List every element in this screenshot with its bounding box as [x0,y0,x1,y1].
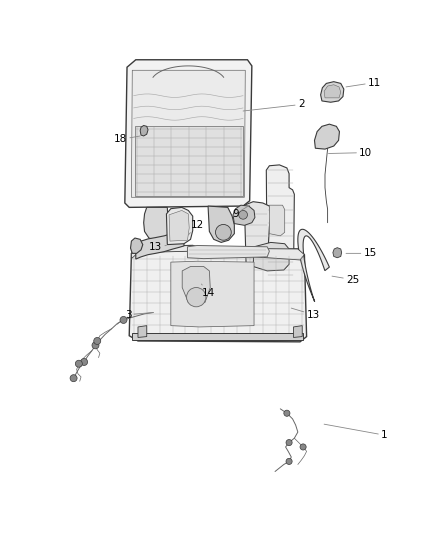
Polygon shape [333,248,342,258]
Circle shape [215,224,231,240]
Polygon shape [138,326,147,337]
Circle shape [81,359,88,366]
Polygon shape [140,125,148,136]
Text: 13: 13 [149,242,166,252]
Polygon shape [266,165,294,283]
Polygon shape [314,124,339,149]
Polygon shape [321,82,344,102]
Polygon shape [171,261,254,327]
Text: 1: 1 [324,424,388,440]
Polygon shape [182,266,210,302]
Text: 18: 18 [114,134,140,144]
Text: 25: 25 [332,274,359,285]
Polygon shape [131,246,304,260]
Text: 12: 12 [188,220,204,235]
Circle shape [75,360,82,367]
Polygon shape [244,201,271,266]
Circle shape [239,211,247,219]
Text: 15: 15 [346,248,377,259]
Polygon shape [166,207,193,245]
Text: 10: 10 [328,148,372,158]
Polygon shape [136,230,184,259]
Text: 14: 14 [201,284,215,298]
Text: 9: 9 [232,205,250,219]
Circle shape [187,287,206,307]
Polygon shape [169,211,189,241]
Polygon shape [293,326,302,337]
Text: 3: 3 [125,310,153,320]
Circle shape [286,440,292,446]
Polygon shape [233,205,255,225]
Polygon shape [269,205,285,236]
Polygon shape [324,85,341,98]
Circle shape [92,342,99,349]
Polygon shape [132,333,303,340]
Circle shape [300,444,306,450]
Polygon shape [125,60,252,207]
Text: 2: 2 [243,100,304,111]
Circle shape [286,458,292,464]
Polygon shape [135,126,243,197]
Circle shape [284,410,290,416]
Polygon shape [144,207,169,241]
Polygon shape [187,246,269,259]
Polygon shape [208,206,234,243]
Circle shape [70,375,77,382]
Polygon shape [298,229,329,302]
Circle shape [120,317,127,324]
Text: 11: 11 [346,77,381,87]
Text: 13: 13 [291,308,320,320]
Polygon shape [131,70,245,197]
Polygon shape [131,238,143,253]
Circle shape [94,337,101,344]
Polygon shape [253,243,289,271]
Polygon shape [129,246,307,342]
